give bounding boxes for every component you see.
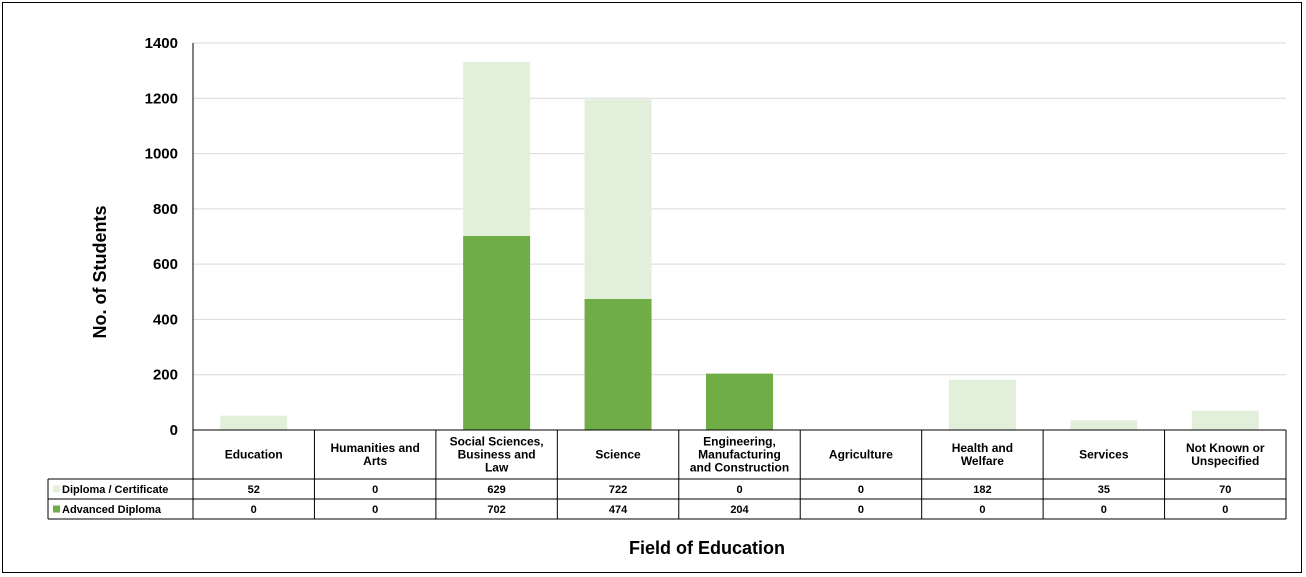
table-cell-value: 0 bbox=[858, 504, 864, 516]
gridlines bbox=[192, 42, 1286, 430]
category-label: Arts bbox=[363, 454, 387, 468]
category-label: Services bbox=[1079, 448, 1129, 462]
table-cell-value: 204 bbox=[730, 504, 749, 516]
bar-segment bbox=[220, 415, 288, 430]
category-label: Business and bbox=[458, 448, 536, 462]
table-cell-value: 0 bbox=[1101, 504, 1107, 516]
bar-segment bbox=[584, 99, 652, 299]
category-label: Engineering, bbox=[703, 435, 776, 449]
category-label: Manufacturing bbox=[698, 448, 781, 462]
bar-segment bbox=[463, 62, 531, 236]
category-label: Agriculture bbox=[829, 448, 893, 462]
legend-label: Advanced Diploma bbox=[62, 504, 162, 516]
x-axis-title: Field of Education bbox=[629, 538, 785, 558]
category-label: Education bbox=[225, 448, 283, 462]
category-label: Not Known or bbox=[1186, 441, 1265, 455]
bars bbox=[220, 62, 1259, 430]
legend-label: Diploma / Certificate bbox=[62, 484, 168, 496]
y-tick-label: 0 bbox=[170, 422, 178, 439]
table-cell-value: 35 bbox=[1098, 484, 1110, 496]
table-cell-value: 0 bbox=[979, 504, 985, 516]
bar-segment bbox=[1070, 420, 1138, 430]
table-cell-value: 52 bbox=[248, 484, 260, 496]
y-tick-label: 1200 bbox=[145, 90, 178, 107]
table-cell-value: 0 bbox=[858, 484, 864, 496]
bar-segment bbox=[584, 298, 652, 430]
y-tick-labels: 0 200 400 600 800 1000 1200 1400 bbox=[145, 35, 178, 439]
table-cell-value: 0 bbox=[1222, 504, 1228, 516]
table-cell-value: 474 bbox=[609, 504, 628, 516]
y-tick-label: 400 bbox=[153, 311, 178, 328]
bar-segment bbox=[1191, 410, 1259, 430]
table-cell-value: 702 bbox=[487, 504, 505, 516]
table-cell-value: 0 bbox=[372, 504, 378, 516]
category-label: Health and bbox=[952, 441, 1013, 455]
table-cell-value: 0 bbox=[736, 484, 742, 496]
y-tick-label: 600 bbox=[153, 256, 178, 273]
table-cell-value: 629 bbox=[487, 484, 505, 496]
y-tick-label: 200 bbox=[153, 367, 178, 384]
category-label: Social Sciences, bbox=[450, 435, 544, 449]
y-tick-label: 800 bbox=[153, 201, 178, 218]
y-axis-title: No. of Students bbox=[90, 206, 110, 339]
category-label: Unspecified bbox=[1191, 454, 1259, 468]
category-label: and Construction bbox=[690, 461, 789, 475]
bar-segment bbox=[706, 373, 773, 430]
table-cell-value: 182 bbox=[973, 484, 991, 496]
table-cell-value: 0 bbox=[372, 484, 378, 496]
category-label: Humanities and bbox=[330, 441, 419, 455]
bar-segment bbox=[948, 379, 1016, 430]
legend-key bbox=[53, 505, 60, 513]
category-label: Science bbox=[595, 448, 641, 462]
category-label: Welfare bbox=[961, 454, 1004, 468]
y-tick-label: 1400 bbox=[145, 35, 178, 52]
y-tick-label: 1000 bbox=[145, 146, 178, 163]
category-label: Law bbox=[485, 461, 509, 475]
table-cell-value: 722 bbox=[609, 484, 627, 496]
legend-key bbox=[53, 485, 60, 493]
bar-segment bbox=[463, 235, 531, 430]
table-cell-value: 0 bbox=[251, 504, 257, 516]
table-cell-value: 70 bbox=[1219, 484, 1231, 496]
